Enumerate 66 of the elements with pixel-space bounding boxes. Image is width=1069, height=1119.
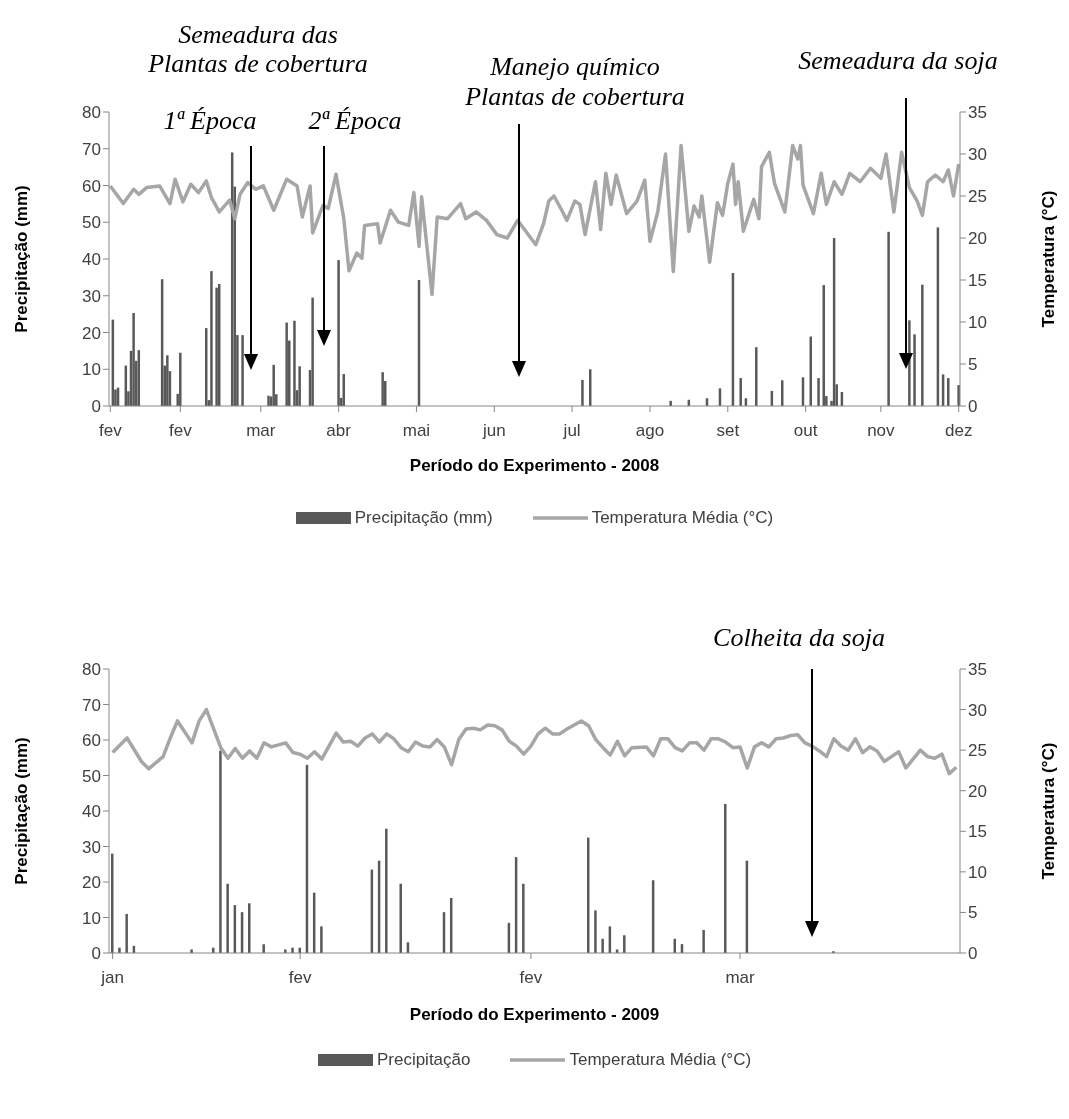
legend-label: Precipitação (mm) [354, 508, 493, 528]
y-tick-label: 0 [91, 397, 101, 417]
legend-label: Temperatura Média (°C) [569, 1050, 752, 1070]
text: Colheita da soja [713, 623, 885, 652]
x-tick-label: ago [635, 421, 665, 441]
y-axis-title: Precipitação (mm) [12, 737, 32, 885]
y2-tick-label: 30 [968, 700, 987, 720]
y-tick-label: 30 [82, 286, 101, 306]
annotation: 1ª Época [163, 106, 257, 135]
y2-tick-label: 15 [968, 822, 987, 842]
x-tick-label: set [716, 421, 740, 441]
x-axis-title: Período do Experimento - 2008 [408, 456, 661, 476]
y-tick-label: 10 [82, 360, 101, 380]
y-tick-label: 80 [82, 103, 101, 123]
y-tick-label: 20 [82, 323, 101, 343]
y2-tick-label: 5 [968, 903, 978, 923]
text: Semeadura das Plantas de cobertura [147, 20, 368, 78]
x-tick-label: nov [867, 421, 896, 441]
y2-tick-label: 5 [968, 355, 978, 375]
y2-tick-label: 10 [968, 313, 987, 333]
y2-tick-label: 35 [968, 660, 987, 680]
y-tick-label: 70 [82, 695, 101, 715]
y2-tick-label: 20 [968, 781, 987, 801]
text: Manejo químico Plantas de cobertura [464, 52, 685, 111]
x-tick-label: fev [288, 968, 312, 988]
x-axis-title: Período do Experimento - 2009 [408, 1005, 661, 1025]
y-tick-label: 80 [82, 660, 101, 680]
y2-tick-label: 30 [968, 145, 987, 165]
annotation: 2ª Época [308, 106, 402, 135]
y-tick-label: 30 [82, 837, 101, 857]
x-tick-label: fev [98, 421, 123, 441]
y2-axis-title: Temperatura (°C) [1039, 742, 1059, 880]
y-tick-label: 20 [82, 873, 101, 893]
legend-label: Precipitação [376, 1050, 471, 1070]
x-tick-label: mar [725, 968, 756, 988]
y-tick-label: 10 [82, 908, 101, 928]
y-tick-label: 40 [82, 802, 101, 822]
x-tick-label: fev [519, 968, 543, 988]
x-tick-label: out [793, 421, 818, 441]
y2-axis-title: Temperatura (°C) [1039, 190, 1059, 328]
x-tick-label: jan [100, 968, 124, 988]
legend-label: Temperatura Média (°C) [591, 508, 774, 528]
y-tick-label: 0 [91, 944, 101, 964]
x-tick-label: mai [402, 421, 431, 441]
x-tick-label: jun [481, 421, 506, 441]
y2-tick-label: 10 [968, 862, 987, 882]
y-tick-label: 60 [82, 731, 101, 751]
y-tick-label: 50 [82, 213, 101, 233]
y-tick-label: 40 [82, 250, 101, 270]
x-tick-label: dez [944, 421, 973, 441]
y-tick-label: 50 [82, 766, 101, 786]
y2-tick-label: 15 [968, 271, 987, 291]
x-tick-label: fev [169, 421, 193, 441]
y2-tick-label: 25 [968, 741, 987, 761]
y2-tick-label: 25 [968, 187, 987, 207]
y2-tick-label: 0 [968, 397, 978, 417]
y2-tick-label: 0 [968, 944, 978, 964]
y-axis-title: Precipitação (mm) [12, 185, 32, 333]
x-tick-label: mar [246, 421, 276, 441]
y2-tick-label: 35 [968, 103, 987, 123]
y2-tick-label: 20 [968, 229, 987, 249]
y-tick-label: 70 [82, 139, 101, 159]
x-tick-label: abr [326, 421, 352, 441]
text: Semeadura da soja [798, 46, 998, 75]
x-tick-label: jul [562, 421, 581, 441]
y-tick-label: 60 [82, 176, 101, 196]
